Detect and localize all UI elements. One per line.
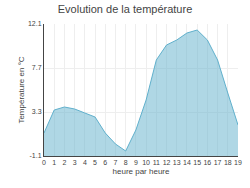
svg-text:11: 11 xyxy=(153,159,160,166)
svg-text:16: 16 xyxy=(203,159,211,166)
svg-text:17: 17 xyxy=(214,159,222,166)
svg-text:15: 15 xyxy=(193,159,201,166)
svg-text:12: 12 xyxy=(163,159,171,166)
svg-text:8: 8 xyxy=(124,159,128,166)
svg-text:10: 10 xyxy=(142,159,150,166)
svg-text:12.1: 12.1 xyxy=(28,20,42,27)
svg-text:3: 3 xyxy=(73,159,77,166)
svg-text:13: 13 xyxy=(173,159,181,166)
svg-text:2: 2 xyxy=(62,159,66,166)
svg-text:heure par heure: heure par heure xyxy=(113,167,170,176)
svg-text:19: 19 xyxy=(234,159,242,166)
svg-text:7: 7 xyxy=(114,159,118,166)
svg-text:Evolution de la température: Evolution de la température xyxy=(58,3,193,15)
svg-text:-1.1: -1.1 xyxy=(30,152,42,159)
svg-text:5: 5 xyxy=(93,159,97,166)
svg-text:9: 9 xyxy=(134,159,138,166)
svg-text:18: 18 xyxy=(224,159,232,166)
svg-text:7.7: 7.7 xyxy=(32,64,42,71)
svg-text:3.3: 3.3 xyxy=(32,108,42,115)
svg-text:1: 1 xyxy=(52,159,56,166)
svg-text:14: 14 xyxy=(183,159,191,166)
svg-text:6: 6 xyxy=(103,159,107,166)
svg-text:4: 4 xyxy=(83,159,87,166)
svg-text:0: 0 xyxy=(42,159,46,166)
svg-text:Température en °C: Température en °C xyxy=(17,56,26,123)
